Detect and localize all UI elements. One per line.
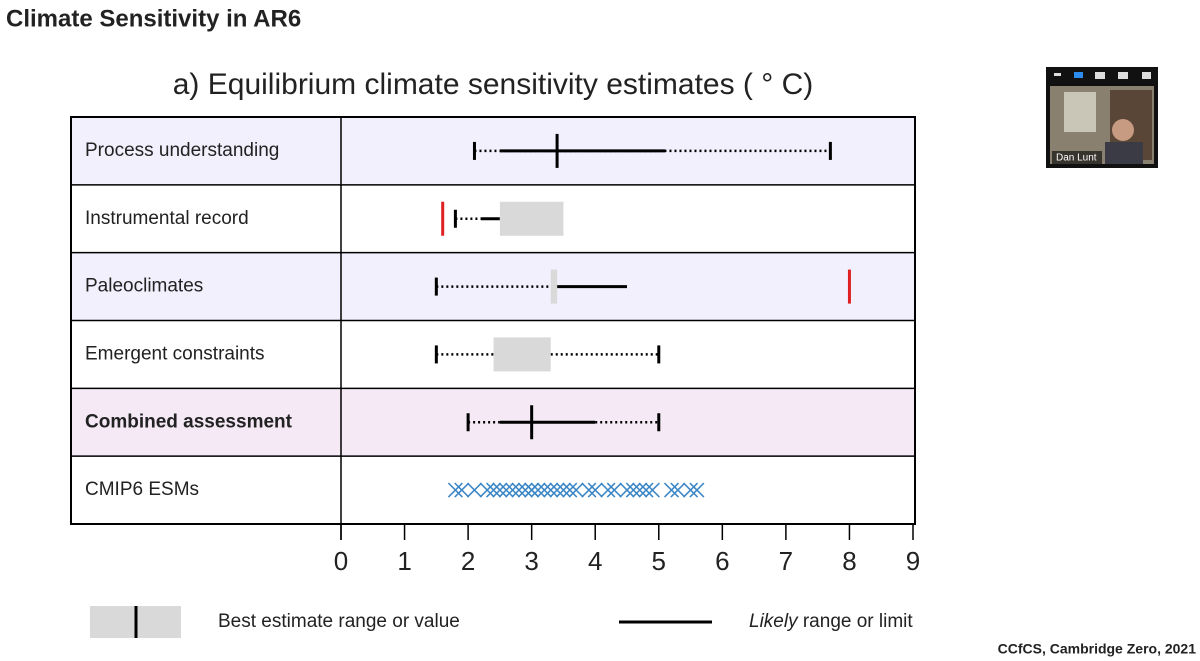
x-tick-label: 0 <box>334 546 348 576</box>
x-tick-label: 9 <box>906 546 920 576</box>
row-label: Emergent constraints <box>85 343 265 364</box>
model-cross <box>638 482 654 498</box>
model-cross <box>505 482 521 498</box>
model-cross <box>524 482 540 498</box>
toolbar-icon <box>1095 72 1105 79</box>
row-label: Instrumental record <box>85 208 249 229</box>
video-wall <box>1064 92 1096 132</box>
model-cross <box>549 482 565 498</box>
model-cross <box>625 482 641 498</box>
row-label: CMIP6 ESMs <box>85 479 199 500</box>
x-tick-label: 8 <box>842 546 856 576</box>
toolbar-icon <box>1054 73 1061 76</box>
legend-label-italic: Likely <box>749 611 799 632</box>
model-cross <box>536 482 552 498</box>
plot: Process understanding Instrumental record… <box>70 116 920 576</box>
model-cross <box>644 482 660 498</box>
table-border <box>70 116 916 525</box>
video-person-body <box>1105 142 1143 164</box>
row-label: Paleoclimates <box>85 276 203 297</box>
legend-label-rest: range or limit <box>798 611 914 632</box>
model-cross <box>447 482 463 498</box>
model-cross <box>562 482 578 498</box>
model-cross <box>689 482 705 498</box>
model-cross <box>587 482 603 498</box>
chart-title: a) Equilibrium climate sensitivity estim… <box>173 68 814 101</box>
model-cross <box>632 482 648 498</box>
video-person-head <box>1112 119 1134 141</box>
model-cross <box>543 482 559 498</box>
participant-name: Dan Lunt <box>1056 153 1097 164</box>
x-tick-label: 3 <box>524 546 538 576</box>
model-cross <box>492 482 508 498</box>
legend: Best estimate range or value Likely rang… <box>90 606 913 638</box>
model-cross <box>486 482 502 498</box>
x-tick-label: 1 <box>397 546 411 576</box>
model-cross <box>581 482 597 498</box>
row-background <box>71 117 915 185</box>
x-tick-label: 5 <box>652 546 666 576</box>
model-cross <box>466 482 482 498</box>
x-tick-label: 2 <box>461 546 475 576</box>
best-range-box <box>550 269 558 304</box>
best-range-box <box>499 201 564 236</box>
slide-title: Climate Sensitivity in AR6 <box>6 5 301 32</box>
row-background <box>71 388 915 457</box>
model-cross <box>479 482 495 498</box>
model-cross <box>663 482 680 498</box>
model-cross <box>517 482 533 498</box>
video-thumbnail[interactable]: Dan Lunt <box>1046 67 1158 168</box>
model-cross <box>619 482 635 498</box>
model-cross <box>600 482 616 498</box>
model-cross <box>683 482 699 498</box>
x-tick-label: 6 <box>715 546 729 576</box>
model-cross <box>454 482 470 498</box>
best-range-box <box>493 337 551 372</box>
name-tag <box>1052 151 1102 164</box>
legend-label: Best estimate range or value <box>218 611 460 632</box>
model-cross <box>670 482 686 498</box>
toolbar-icon <box>1074 72 1083 78</box>
row-label: Combined assessment <box>85 411 293 432</box>
model-cross <box>511 482 527 498</box>
x-tick-label: 4 <box>588 546 602 576</box>
model-cross <box>498 482 514 498</box>
model-cross <box>555 482 571 498</box>
legend-label: Likely range or limit <box>749 611 913 632</box>
model-cross <box>530 482 546 498</box>
toolbar-icon <box>1142 72 1151 79</box>
toolbar-icon <box>1118 72 1128 79</box>
footer: CCfCS, Cambridge Zero, 2021 <box>998 641 1197 657</box>
model-cross <box>568 482 584 498</box>
model-cross <box>606 482 622 498</box>
x-tick-label: 7 <box>779 546 793 576</box>
row-label: Process understanding <box>85 140 279 161</box>
